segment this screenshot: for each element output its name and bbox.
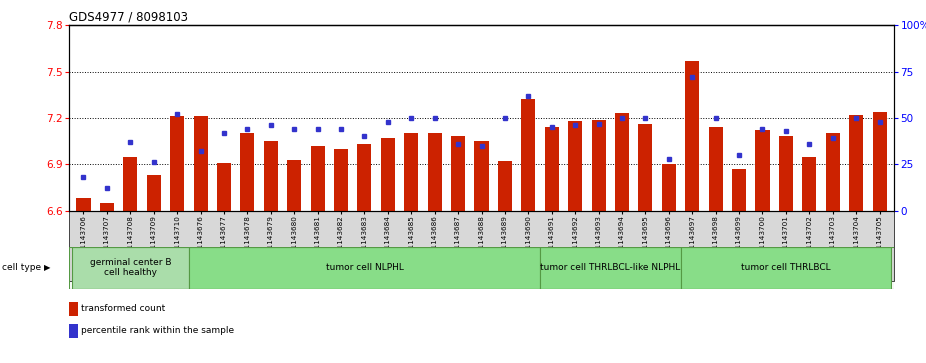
Text: tumor cell NLPHL: tumor cell NLPHL: [326, 263, 404, 272]
Bar: [123, 156, 137, 211]
Bar: [170, 117, 184, 211]
FancyBboxPatch shape: [72, 247, 189, 289]
Bar: [217, 163, 231, 211]
Bar: [334, 149, 348, 211]
Bar: [310, 146, 325, 211]
Text: cell type: cell type: [2, 263, 41, 272]
Text: germinal center B
cell healthy: germinal center B cell healthy: [90, 258, 171, 277]
Bar: [662, 164, 676, 211]
Bar: [451, 136, 465, 211]
Text: ▶: ▶: [44, 263, 50, 272]
Text: tumor cell THRLBCL-like NLPHL: tumor cell THRLBCL-like NLPHL: [540, 263, 681, 272]
Bar: [77, 198, 91, 211]
Bar: [69, 324, 78, 338]
Bar: [100, 203, 114, 211]
Bar: [381, 138, 394, 211]
Bar: [428, 134, 442, 211]
Bar: [405, 134, 419, 211]
Text: GDS4977 / 8098103: GDS4977 / 8098103: [69, 11, 189, 24]
Bar: [498, 161, 512, 211]
Bar: [146, 175, 161, 211]
Text: transformed count: transformed count: [81, 305, 166, 314]
FancyBboxPatch shape: [189, 247, 540, 289]
Bar: [474, 141, 489, 211]
Bar: [264, 141, 278, 211]
Bar: [849, 115, 863, 211]
Bar: [638, 124, 653, 211]
Bar: [685, 61, 699, 211]
Bar: [241, 134, 255, 211]
Bar: [521, 99, 535, 211]
Bar: [756, 130, 770, 211]
Bar: [69, 302, 78, 316]
Text: percentile rank within the sample: percentile rank within the sample: [81, 326, 234, 335]
Bar: [357, 144, 371, 211]
Bar: [826, 134, 840, 211]
Bar: [872, 112, 886, 211]
FancyBboxPatch shape: [681, 247, 891, 289]
Bar: [194, 117, 207, 211]
Bar: [732, 169, 746, 211]
Bar: [779, 136, 793, 211]
Bar: [615, 113, 629, 211]
Text: tumor cell THRLBCL: tumor cell THRLBCL: [741, 263, 831, 272]
Bar: [569, 121, 582, 211]
Bar: [544, 127, 558, 211]
Bar: [802, 156, 817, 211]
Bar: [708, 127, 722, 211]
Bar: [592, 119, 606, 211]
Bar: [287, 160, 301, 211]
FancyBboxPatch shape: [540, 247, 681, 289]
